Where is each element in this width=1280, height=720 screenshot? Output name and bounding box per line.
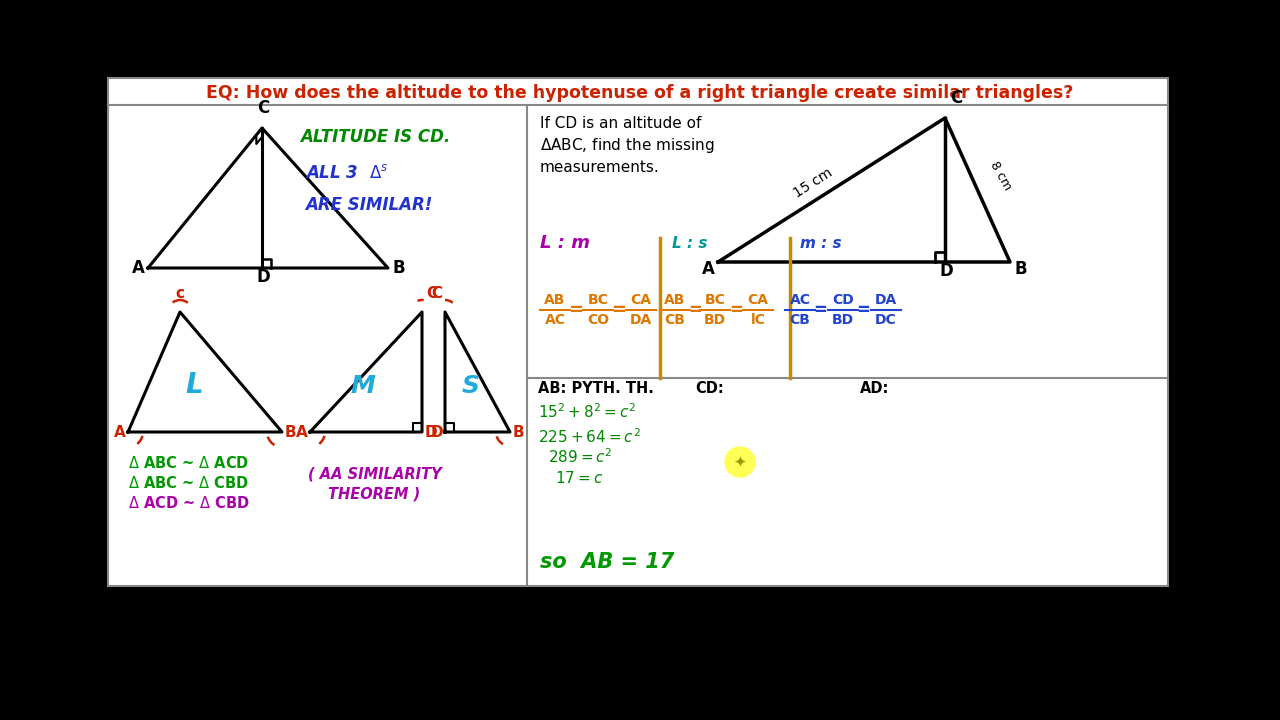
Text: EQ: How does the altitude to the hypotenuse of a right triangle create similar t: EQ: How does the altitude to the hypoten… <box>206 84 1074 102</box>
Text: AB: AB <box>664 293 686 307</box>
Text: CO: CO <box>588 313 609 327</box>
Text: =: = <box>689 301 701 319</box>
Text: BC: BC <box>704 293 726 307</box>
Text: A: A <box>114 425 125 440</box>
Text: $\Delta$ABC, find the missing: $\Delta$ABC, find the missing <box>540 136 714 155</box>
Text: lC: lC <box>750 313 765 327</box>
Text: ALL 3  $\Delta^s$: ALL 3 $\Delta^s$ <box>305 164 388 182</box>
Text: BD: BD <box>832 313 854 327</box>
Text: THEOREM ): THEOREM ) <box>328 486 420 501</box>
Text: measurements.: measurements. <box>540 160 659 175</box>
Text: $\Delta$ ABC ~ $\Delta$ CBD: $\Delta$ ABC ~ $\Delta$ CBD <box>128 475 250 491</box>
FancyBboxPatch shape <box>108 78 1167 586</box>
Text: B: B <box>392 259 404 277</box>
Text: AB: PYTH. TH.: AB: PYTH. TH. <box>538 381 654 396</box>
Text: S: S <box>462 374 480 398</box>
Text: If CD is an altitude of: If CD is an altitude of <box>540 116 701 131</box>
Text: $225 + 64 = c^2$: $225 + 64 = c^2$ <box>538 427 641 446</box>
Text: =: = <box>730 301 742 319</box>
Text: DC: DC <box>876 313 897 327</box>
Text: AB: AB <box>544 293 566 307</box>
Text: BD: BD <box>704 313 726 327</box>
Text: CB: CB <box>790 313 810 327</box>
Text: D: D <box>257 268 271 286</box>
Text: B: B <box>513 425 525 440</box>
Text: DA: DA <box>874 293 897 307</box>
Text: D: D <box>940 262 954 280</box>
Text: $17 = c$: $17 = c$ <box>556 470 603 486</box>
Text: B: B <box>1015 260 1028 278</box>
Text: C: C <box>431 286 442 301</box>
Text: $\Delta$ ACD ~ $\Delta$ CBD: $\Delta$ ACD ~ $\Delta$ CBD <box>128 495 250 511</box>
Text: =: = <box>856 301 870 319</box>
Text: m : s: m : s <box>800 236 842 251</box>
Text: L: L <box>186 371 202 399</box>
Text: CB: CB <box>664 313 685 327</box>
Text: ✦: ✦ <box>733 454 746 469</box>
Text: A: A <box>296 425 307 440</box>
Text: D: D <box>431 425 444 440</box>
Text: DA: DA <box>630 313 652 327</box>
Text: so  AB = 17: so AB = 17 <box>540 552 675 572</box>
Text: 8 cm: 8 cm <box>987 160 1014 193</box>
Text: $289 = c^2$: $289 = c^2$ <box>548 447 613 466</box>
Text: AD:: AD: <box>860 381 890 396</box>
Text: L : m: L : m <box>540 234 590 252</box>
Text: CD:: CD: <box>695 381 723 396</box>
Text: AC: AC <box>544 313 566 327</box>
Text: D: D <box>425 425 438 440</box>
Text: 15 cm: 15 cm <box>791 166 836 201</box>
Text: C: C <box>257 99 269 117</box>
Text: ( AA SIMILARITY: ( AA SIMILARITY <box>308 466 442 481</box>
Text: =: = <box>568 301 584 319</box>
Text: =: = <box>612 301 626 319</box>
Circle shape <box>724 447 755 477</box>
Text: C: C <box>950 89 963 107</box>
Text: BC: BC <box>588 293 608 307</box>
Text: ALTITUDE IS CD.: ALTITUDE IS CD. <box>300 128 451 146</box>
Text: CA: CA <box>748 293 768 307</box>
Text: c: c <box>175 286 184 301</box>
Text: B: B <box>285 425 297 440</box>
Text: M: M <box>349 374 375 398</box>
Text: AC: AC <box>790 293 810 307</box>
Text: A: A <box>132 259 145 277</box>
Text: $15^2 + 8^2 = c^2$: $15^2 + 8^2 = c^2$ <box>538 402 636 421</box>
Text: CD: CD <box>832 293 854 307</box>
Text: =: = <box>813 301 827 319</box>
Text: $\Delta$ ABC ~ $\Delta$ ACD: $\Delta$ ABC ~ $\Delta$ ACD <box>128 455 250 471</box>
Text: C: C <box>426 286 438 301</box>
Text: ARE SIMILAR!: ARE SIMILAR! <box>305 196 433 214</box>
Text: A: A <box>701 260 714 278</box>
Text: CA: CA <box>631 293 652 307</box>
Text: L : s: L : s <box>672 236 708 251</box>
